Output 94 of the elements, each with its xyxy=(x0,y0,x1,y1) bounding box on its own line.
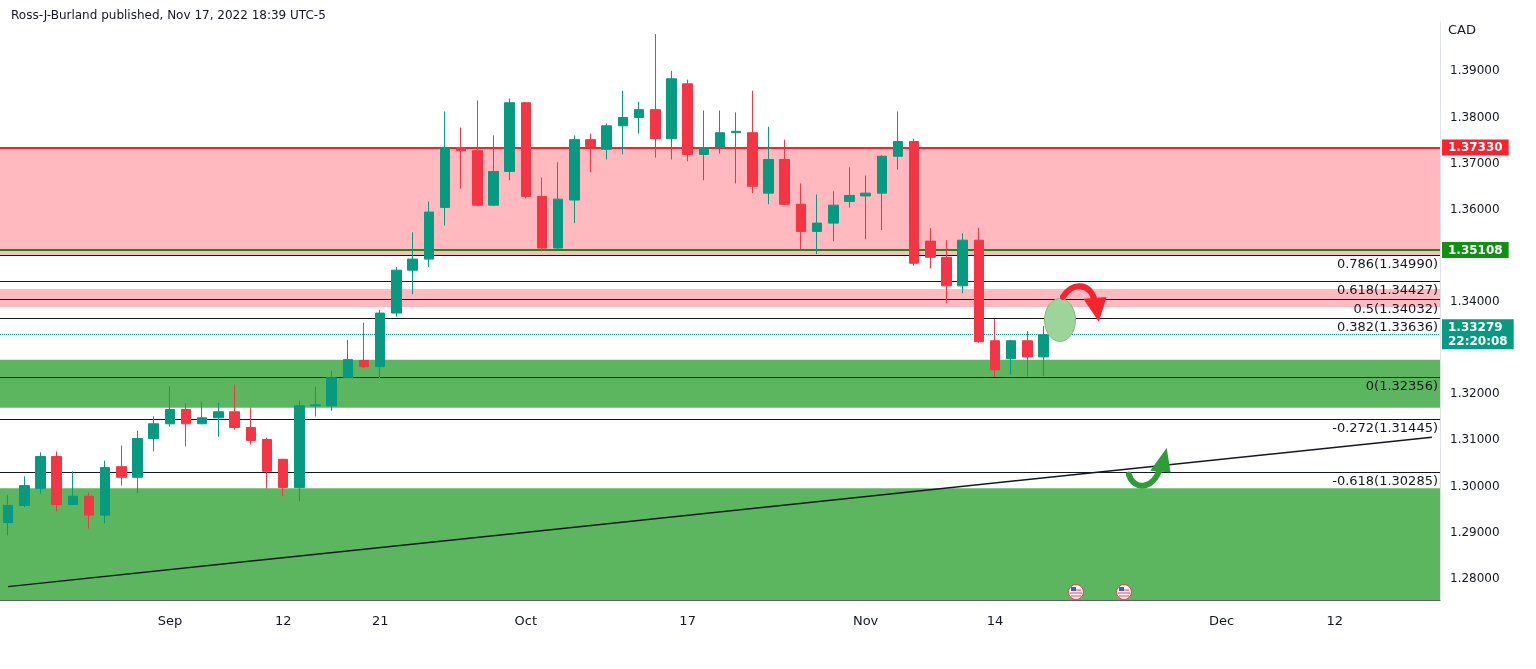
y-tick-label: 1.38000 xyxy=(1450,109,1500,124)
candlestick xyxy=(262,437,272,489)
candlestick xyxy=(877,154,887,231)
candlestick xyxy=(19,475,30,508)
candlestick xyxy=(666,70,677,160)
candlestick xyxy=(116,444,127,487)
candlestick xyxy=(391,266,402,318)
y-tick-label: 1.31000 xyxy=(1450,432,1500,447)
y-axis-title: CAD xyxy=(1448,22,1476,37)
candlestick xyxy=(585,133,596,173)
candlestick xyxy=(909,138,919,267)
candlestick xyxy=(424,200,434,268)
candlestick xyxy=(310,386,321,417)
candlestick xyxy=(3,494,13,536)
candlestick xyxy=(278,458,288,497)
candlestick xyxy=(181,402,191,447)
candlestick xyxy=(35,451,46,494)
x-tick-label: Sep xyxy=(157,613,183,628)
x-tick-label: 14 xyxy=(986,613,1004,628)
candlestick xyxy=(731,111,741,184)
candlestick xyxy=(569,134,580,224)
candlestick xyxy=(828,190,839,242)
candlestick xyxy=(359,322,369,369)
ref-line-label: 0.786(1.34990) xyxy=(1336,256,1438,272)
y-tick-label: 1.36000 xyxy=(1450,201,1500,216)
candlestick xyxy=(294,400,305,502)
candlestick xyxy=(941,239,952,304)
candlestick xyxy=(650,33,661,159)
y-tick-label: 1.28000 xyxy=(1450,570,1500,585)
chart-title: Ross-J-Burland published, Nov 17, 2022 18:39 UTC-5 xyxy=(11,8,326,22)
ref-line-label: -0.272(1.31445) xyxy=(1332,419,1438,435)
candlestick xyxy=(747,90,758,194)
ref-line-label: 1.33279 22:20:08 xyxy=(1448,320,1508,349)
candlestick xyxy=(440,110,450,226)
candlestick xyxy=(84,492,94,529)
candlestick xyxy=(326,370,337,412)
candlestick xyxy=(213,402,224,438)
candlestick xyxy=(456,127,466,190)
candlestick xyxy=(1006,339,1016,376)
candlestick xyxy=(957,232,968,294)
candlestick xyxy=(132,430,143,494)
candlestick xyxy=(860,175,871,240)
x-tick-label: Nov xyxy=(852,613,879,628)
ref-line-label: 1.35108 xyxy=(1448,242,1503,257)
candlestick xyxy=(229,384,240,431)
candlestick xyxy=(618,90,628,155)
y-tick-label: 1.39000 xyxy=(1450,63,1500,78)
candlestick xyxy=(844,166,855,208)
x-tick-label: Dec xyxy=(1208,613,1235,628)
ref-line-label: 0.5(1.34032) xyxy=(1353,300,1438,316)
candlestick xyxy=(974,227,984,344)
candlestick xyxy=(68,470,78,506)
candlestick xyxy=(634,101,644,135)
ref-line-label: 0.618(1.34427) xyxy=(1336,282,1438,298)
candlestick xyxy=(893,110,903,171)
y-tick-label: 1.30000 xyxy=(1450,478,1500,493)
candlestick xyxy=(812,194,822,255)
candlestick xyxy=(537,176,547,252)
candlestick xyxy=(1022,330,1033,378)
x-tick-label: 21 xyxy=(371,613,389,628)
y-tick-label: 1.29000 xyxy=(1450,524,1500,539)
candlestick xyxy=(763,126,774,205)
ref-line-label: 0.382(1.33636) xyxy=(1336,318,1438,334)
candlestick xyxy=(246,407,256,446)
candlestick xyxy=(343,339,353,379)
ref-line-label: -0.618(1.30285) xyxy=(1332,473,1438,489)
candlestick xyxy=(990,318,1000,378)
x-tick-label: 12 xyxy=(1326,613,1344,628)
candlestick xyxy=(488,134,499,207)
candlestick xyxy=(601,122,612,160)
x-tick-label: Oct xyxy=(514,613,538,628)
candlestick xyxy=(51,450,62,512)
y-tick-label: 1.34000 xyxy=(1450,294,1500,309)
candlestick xyxy=(504,98,515,181)
candlestick xyxy=(699,110,709,181)
candlestick xyxy=(197,401,207,425)
candlestick xyxy=(521,101,531,199)
candlestick xyxy=(165,385,175,428)
candlestick xyxy=(472,99,483,207)
y-tick-label: 1.37000 xyxy=(1450,155,1500,170)
candlestick xyxy=(682,79,693,162)
candlestick xyxy=(925,227,936,269)
candlestick xyxy=(796,182,806,250)
candlestick xyxy=(148,415,159,452)
candlestick xyxy=(100,460,110,524)
y-tick-label: 1.32000 xyxy=(1450,386,1500,401)
candlestick xyxy=(779,139,790,206)
x-tick-label: 12 xyxy=(274,613,292,628)
ref-line-label: 1.37330 xyxy=(1448,140,1503,155)
ref-line-label: 0(1.32356) xyxy=(1365,377,1438,393)
candlestick xyxy=(715,110,725,154)
candlestick xyxy=(407,231,418,295)
candlestick xyxy=(553,161,563,251)
x-tick-label: 17 xyxy=(679,613,696,628)
